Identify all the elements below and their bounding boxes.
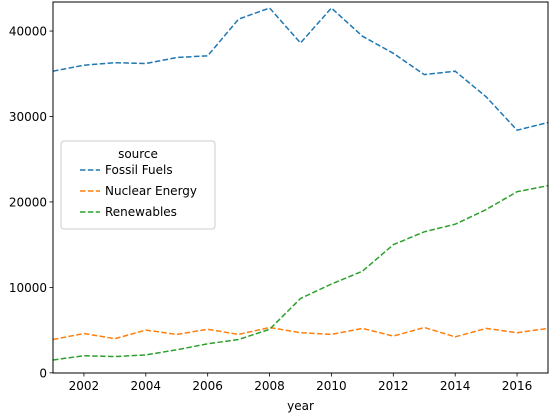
x-axis-ticks: 2002 2004 2006 2008 2010 2012 2014 2016 — [69, 373, 533, 393]
x-tick-label: 2006 — [192, 379, 223, 393]
series-lines — [52, 6, 549, 361]
series-line-fossil-fuels — [52, 6, 549, 132]
x-tick-label: 2002 — [69, 379, 100, 393]
y-tick-label: 30000 — [9, 110, 47, 124]
x-tick-label: 2014 — [440, 379, 471, 393]
x-tick-label: 2010 — [316, 379, 347, 393]
x-tick-label: 2008 — [254, 379, 285, 393]
legend-box — [60, 140, 216, 230]
y-axis-ticks: 0 10000 20000 30000 40000 — [9, 25, 53, 380]
x-tick-label: 2004 — [131, 379, 162, 393]
axes — [52, 1, 549, 374]
legend-entry-label: Renewables — [105, 205, 177, 219]
legend-title: source — [118, 147, 158, 161]
legend-entry-label: Nuclear Energy — [105, 184, 197, 198]
y-tick-label: 10000 — [9, 281, 47, 295]
x-axis-label: year — [287, 399, 314, 413]
y-tick-label: 40000 — [9, 25, 47, 39]
y-tick-label: 20000 — [9, 195, 47, 209]
plot-frame — [52, 1, 549, 374]
series-line-renewables — [52, 184, 549, 361]
series-line-nuclear-energy — [52, 326, 549, 341]
legend: source Fossil Fuels Nuclear Energy Renewab… — [60, 140, 216, 230]
x-tick-label: 2016 — [502, 379, 533, 393]
legend-entry-label: Fossil Fuels — [105, 163, 173, 177]
x-tick-label: 2012 — [378, 379, 409, 393]
y-tick-label: 0 — [39, 366, 47, 380]
